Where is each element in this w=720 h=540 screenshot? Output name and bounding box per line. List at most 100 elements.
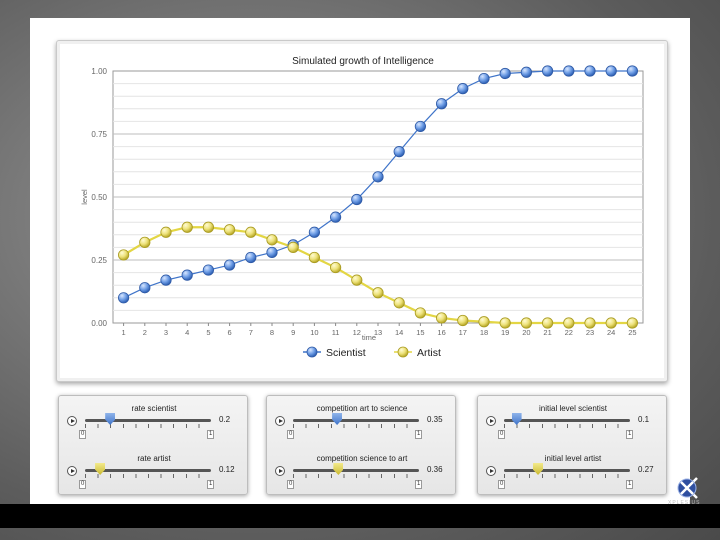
x-tick-label: 5 <box>206 328 210 337</box>
data-point-scientist <box>584 65 596 77</box>
data-point-scientist <box>563 65 575 77</box>
slider-initial-level-artist[interactable]: initial level artist 0 1 0.27 <box>478 454 666 498</box>
slider-track[interactable] <box>293 419 419 422</box>
data-point-artist <box>584 317 596 329</box>
data-point-artist <box>181 221 193 233</box>
slider-track[interactable] <box>504 469 630 472</box>
chart-title: Simulated growth of Intelligence <box>292 56 434 67</box>
x-tick-label: 17 <box>459 328 467 337</box>
slider-thumb[interactable] <box>105 413 116 425</box>
slider-max: 1 <box>207 430 215 439</box>
slider-competition-science-to-art[interactable]: competition science to art 0 1 0.36 <box>267 454 455 498</box>
data-point-scientist <box>393 146 405 158</box>
x-tick-label: 13 <box>374 328 382 337</box>
slider-label: competition art to science <box>316 404 408 413</box>
data-point-artist <box>499 317 511 329</box>
data-point-artist <box>435 312 448 324</box>
x-tick-label: 22 <box>565 328 573 337</box>
data-point-artist <box>478 316 490 328</box>
legend-marker <box>306 346 318 358</box>
control-panel-initial-levels: initial level scientist 0 1 0.1 initial … <box>477 395 667 495</box>
data-point-artist <box>626 317 639 329</box>
data-point-scientist <box>245 251 257 264</box>
x-tick-label: 3 <box>164 328 168 337</box>
data-point-artist <box>605 317 617 329</box>
play-icon[interactable] <box>486 416 496 426</box>
data-point-scientist <box>457 83 469 95</box>
x-tick-label: 14 <box>395 328 403 337</box>
data-point-artist <box>329 261 342 274</box>
x-tick-label: 6 <box>228 328 232 337</box>
slider-thumb[interactable] <box>95 463 106 475</box>
data-point-artist <box>224 224 236 236</box>
data-point-scientist <box>139 282 151 294</box>
x-tick-label: 9 <box>291 328 295 337</box>
data-point-scientist <box>541 65 554 77</box>
data-point-scientist <box>117 292 130 304</box>
slider-value: 0.36 <box>427 465 443 474</box>
slider-max: 1 <box>626 480 634 489</box>
bottom-bar <box>0 504 720 528</box>
play-icon[interactable] <box>486 466 496 476</box>
slider-max: 1 <box>207 480 215 489</box>
slider-competition-art-to-science[interactable]: competition art to science 0 1 0.35 <box>267 404 455 448</box>
slider-label: rate scientist <box>131 404 177 413</box>
data-point-scientist <box>414 120 426 133</box>
slider-rate-artist[interactable]: rate artist 0 1 0.12 <box>59 454 247 498</box>
chart-panel: 0.00 0.25 0.50 0.75 1.00 1 2 3 4 5 6 7 8 9 10 11 12 13 14 1… <box>56 40 668 382</box>
slider-track[interactable] <box>293 469 419 472</box>
data-point-artist <box>202 221 214 233</box>
data-point-artist <box>160 226 172 238</box>
data-point-scientist <box>160 274 172 286</box>
data-point-artist <box>520 317 532 329</box>
y-tick-label: 0.00 <box>91 319 107 328</box>
slider-thumb[interactable] <box>332 413 343 425</box>
xplesius-logo-icon <box>676 477 698 499</box>
slider-track[interactable] <box>85 419 211 422</box>
x-axis-label: time <box>362 333 376 342</box>
data-point-scientist <box>478 72 490 85</box>
data-point-artist <box>457 314 469 327</box>
slider-label: initial level artist <box>544 454 602 463</box>
slider-min: 0 <box>498 480 506 489</box>
slider-thumb[interactable] <box>533 463 544 475</box>
slider-value: 0.1 <box>638 415 650 424</box>
x-tick-label: 16 <box>437 328 445 337</box>
data-point-scientist <box>351 193 363 206</box>
play-icon[interactable] <box>67 416 77 426</box>
data-point-scientist <box>372 171 384 183</box>
slider-ticks <box>85 424 211 428</box>
slider-initial-level-scientist[interactable]: initial level scientist 0 1 0.1 <box>478 404 666 448</box>
play-icon[interactable] <box>275 416 285 426</box>
data-point-artist <box>372 287 384 299</box>
slider-label: initial level scientist <box>538 404 608 413</box>
slider-min: 0 <box>79 480 87 489</box>
slider-max: 1 <box>415 480 423 489</box>
legend-label: Artist <box>417 347 441 359</box>
data-point-artist <box>287 241 299 253</box>
x-tick-label: 12 <box>353 328 361 337</box>
slider-thumb[interactable] <box>511 413 522 425</box>
data-point-artist <box>117 249 130 261</box>
play-icon[interactable] <box>67 466 77 476</box>
y-tick-label: 0.50 <box>91 193 107 202</box>
slider-max: 1 <box>626 430 634 439</box>
slider-track[interactable] <box>504 419 630 422</box>
data-point-scientist <box>520 66 532 78</box>
slider-value: 0.27 <box>638 465 654 474</box>
legend-marker <box>397 346 409 358</box>
control-panel-competition: competition art to science 0 1 0.35 comp… <box>266 395 456 495</box>
slider-track[interactable] <box>85 469 211 472</box>
y-tick-label: 1.00 <box>91 67 107 76</box>
data-point-scientist <box>626 65 639 77</box>
x-tick-label: 18 <box>480 328 488 337</box>
x-tick-label: 8 <box>270 328 274 337</box>
data-point-scientist <box>605 65 617 77</box>
data-point-scientist <box>224 259 236 271</box>
data-point-scientist <box>308 226 320 238</box>
slider-label: rate artist <box>137 454 171 463</box>
slider-thumb[interactable] <box>333 463 344 475</box>
play-icon[interactable] <box>275 466 285 476</box>
data-point-artist <box>393 297 405 309</box>
slider-rate-scientist[interactable]: rate scientist 0 1 0.2 <box>59 404 247 448</box>
